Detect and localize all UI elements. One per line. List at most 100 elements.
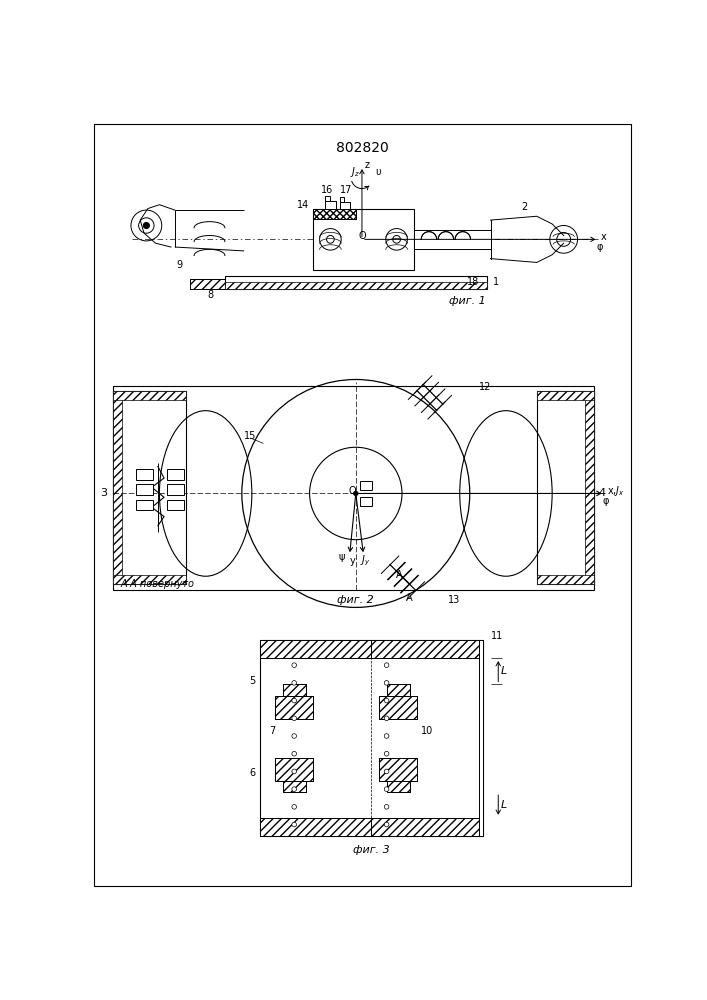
Circle shape bbox=[385, 698, 389, 703]
Bar bbox=[283, 684, 305, 696]
Bar bbox=[283, 684, 305, 696]
Text: 14: 14 bbox=[296, 200, 309, 210]
Text: 4: 4 bbox=[599, 488, 606, 498]
Bar bbox=[360, 481, 372, 490]
Text: 7: 7 bbox=[269, 726, 275, 736]
Circle shape bbox=[385, 787, 389, 791]
Text: φ: φ bbox=[597, 242, 603, 252]
Text: 10: 10 bbox=[421, 726, 433, 736]
Circle shape bbox=[354, 491, 358, 496]
Bar bbox=[259, 640, 483, 836]
Text: 1: 1 bbox=[493, 277, 499, 287]
Bar bbox=[414, 230, 491, 249]
Circle shape bbox=[292, 734, 296, 738]
Bar bbox=[371, 640, 483, 658]
Bar bbox=[275, 696, 313, 719]
Circle shape bbox=[292, 698, 296, 703]
Circle shape bbox=[292, 716, 296, 721]
Bar bbox=[259, 640, 371, 658]
Circle shape bbox=[385, 822, 389, 827]
Text: O: O bbox=[348, 486, 356, 496]
Circle shape bbox=[385, 751, 389, 756]
Circle shape bbox=[292, 805, 296, 809]
Bar bbox=[379, 758, 417, 781]
Text: фиг. 1: фиг. 1 bbox=[449, 296, 486, 306]
Bar bbox=[225, 276, 486, 289]
Text: ψ: ψ bbox=[339, 552, 345, 562]
Circle shape bbox=[385, 769, 389, 774]
Bar bbox=[585, 391, 595, 584]
Bar bbox=[225, 282, 486, 289]
Bar bbox=[387, 684, 409, 696]
Text: 11: 11 bbox=[491, 631, 503, 641]
Bar bbox=[387, 781, 409, 792]
Bar bbox=[313, 209, 356, 219]
Bar bbox=[136, 500, 153, 510]
Text: z: z bbox=[364, 160, 369, 170]
Bar bbox=[340, 197, 344, 202]
Text: $J_z$: $J_z$ bbox=[350, 165, 360, 179]
Bar bbox=[371, 818, 483, 836]
Circle shape bbox=[385, 681, 389, 685]
Circle shape bbox=[144, 222, 149, 229]
Bar bbox=[136, 484, 153, 495]
Bar bbox=[113, 575, 187, 584]
Text: x,$J_x$: x,$J_x$ bbox=[607, 484, 624, 498]
Text: A: A bbox=[406, 593, 412, 603]
Text: 6: 6 bbox=[250, 768, 256, 778]
Circle shape bbox=[292, 663, 296, 667]
Bar bbox=[259, 818, 371, 836]
Text: υ: υ bbox=[375, 167, 381, 177]
Bar bbox=[113, 391, 122, 584]
Text: φ: φ bbox=[602, 496, 609, 506]
Text: O: O bbox=[359, 231, 366, 241]
Circle shape bbox=[292, 681, 296, 685]
Circle shape bbox=[385, 805, 389, 809]
Bar bbox=[371, 640, 483, 658]
Text: $J_y$: $J_y$ bbox=[360, 554, 370, 568]
Text: 3: 3 bbox=[100, 488, 107, 498]
Bar bbox=[379, 696, 417, 719]
Text: фиг. 3: фиг. 3 bbox=[353, 845, 390, 855]
Text: 18: 18 bbox=[467, 277, 479, 287]
Bar bbox=[190, 279, 360, 289]
Circle shape bbox=[292, 787, 296, 791]
Bar bbox=[167, 500, 184, 510]
Text: L: L bbox=[501, 666, 507, 676]
Text: 8: 8 bbox=[207, 290, 214, 300]
Bar bbox=[136, 469, 153, 480]
Text: x: x bbox=[601, 232, 607, 242]
Bar bbox=[275, 696, 313, 719]
Bar bbox=[387, 684, 409, 696]
Text: 17: 17 bbox=[340, 185, 353, 195]
Bar bbox=[340, 202, 350, 209]
Bar bbox=[371, 818, 483, 836]
Text: 9: 9 bbox=[176, 260, 182, 270]
Bar bbox=[325, 196, 329, 201]
Bar bbox=[313, 209, 414, 270]
Text: 802820: 802820 bbox=[336, 141, 388, 155]
Circle shape bbox=[385, 734, 389, 738]
Circle shape bbox=[385, 716, 389, 721]
Bar bbox=[379, 696, 417, 719]
Bar bbox=[387, 781, 409, 792]
Text: фиг. 2: фиг. 2 bbox=[337, 595, 374, 605]
Circle shape bbox=[292, 822, 296, 827]
Text: 15: 15 bbox=[244, 431, 257, 441]
Circle shape bbox=[292, 769, 296, 774]
Bar bbox=[275, 758, 313, 781]
Circle shape bbox=[292, 751, 296, 756]
Bar bbox=[167, 469, 184, 480]
Bar bbox=[113, 391, 187, 584]
Bar bbox=[537, 575, 595, 584]
Text: 2: 2 bbox=[521, 202, 527, 212]
Text: 12: 12 bbox=[479, 382, 491, 392]
Bar bbox=[259, 818, 371, 836]
Bar bbox=[325, 201, 336, 209]
Bar bbox=[283, 781, 305, 792]
Bar bbox=[537, 391, 595, 584]
Bar bbox=[113, 386, 595, 590]
Bar bbox=[113, 391, 187, 400]
Text: 5: 5 bbox=[250, 676, 256, 686]
Bar bbox=[167, 484, 184, 495]
